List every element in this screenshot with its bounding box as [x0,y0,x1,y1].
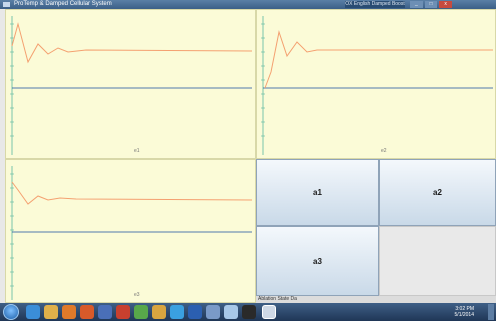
panel-label-e2: e2 [381,148,387,154]
plot-panel-e2: e2 [256,9,496,159]
terminal-icon[interactable] [242,305,256,319]
app-icon [3,2,10,7]
grid-button-a2[interactable]: a2 [379,159,496,226]
panel-label-e1: e1 [134,148,140,154]
window-controls: _ □ x [410,1,453,8]
explorer-icon[interactable] [44,305,58,319]
minimize-button[interactable]: _ [410,1,423,8]
plot-panel-e1: e1 [5,9,256,159]
paint-icon[interactable] [206,305,220,319]
show-desktop-button[interactable] [488,304,494,320]
app-icon-red[interactable] [116,305,130,319]
system-tray-clock[interactable]: 3:02 PM 5/1/2014 [455,306,474,318]
active-app-icon[interactable] [262,305,276,319]
photos-icon[interactable] [224,305,238,319]
chrome-icon[interactable] [134,305,148,319]
status-bar: Ablation State Da [256,296,496,303]
window-title: ProTemp & Damped Cellular System [14,1,112,7]
clock-time: 3:02 PM [455,306,474,312]
title-bar: ProTemp & Damped Cellular System OX Engl… [0,0,496,9]
close-button[interactable]: x [439,1,453,8]
skype-icon[interactable] [170,305,184,319]
ie-icon[interactable] [26,305,40,319]
center-title: OX English Damped Boost [345,1,405,8]
maximize-button[interactable]: □ [424,1,438,8]
plot-panel-e3: e3 [5,159,256,303]
plot-e1-svg [10,16,253,155]
folder-icon[interactable] [152,305,166,319]
grid-button-a1[interactable]: a1 [256,159,379,226]
word-icon[interactable] [188,305,202,319]
grid-empty-cell [379,226,496,296]
app-icon-blue[interactable] [98,305,112,319]
plot-e2-svg [261,16,493,155]
start-button[interactable] [3,304,19,320]
button-grid: a1 a2 a3 [256,159,496,303]
panel-label-e3: e3 [134,292,140,298]
taskbar: 3:02 PM 5/1/2014 [0,303,496,321]
grid-button-a3[interactable]: a3 [256,226,379,296]
clock-date: 5/1/2014 [454,312,474,318]
plot-e3-svg [10,166,253,300]
firefox-icon[interactable] [80,305,94,319]
media-player-icon[interactable] [62,305,76,319]
